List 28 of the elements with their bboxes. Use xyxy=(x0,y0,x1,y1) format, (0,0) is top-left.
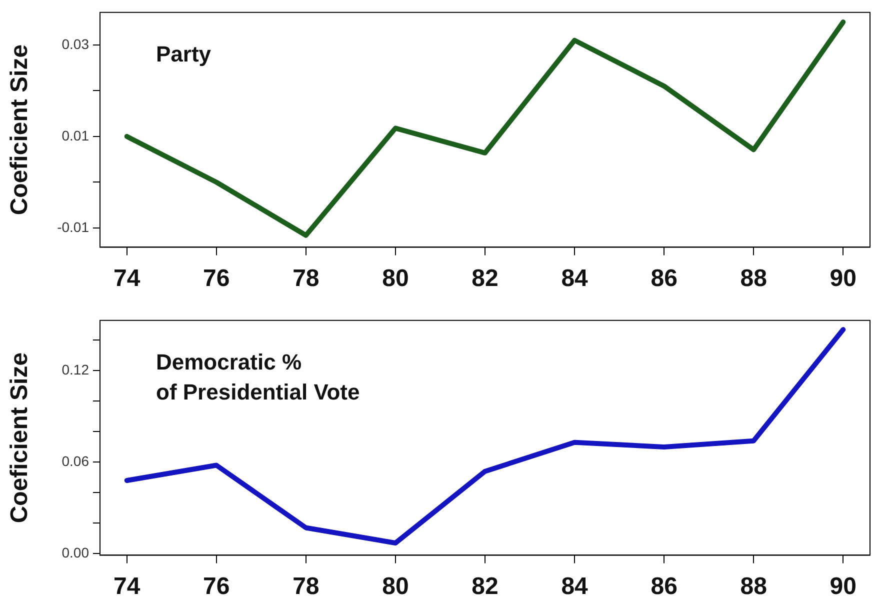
x-tick-label: 80 xyxy=(382,265,409,292)
y-tick-label: -0.01 xyxy=(57,218,90,235)
x-tick-label: 84 xyxy=(561,265,589,292)
x-tick-label: 82 xyxy=(472,573,498,600)
x-tick-label: 78 xyxy=(292,265,320,292)
annotation: Party xyxy=(156,41,212,66)
x-tick-label: 84 xyxy=(561,573,589,600)
x-tick-label: 90 xyxy=(830,573,856,600)
y-tick-label: 0.01 xyxy=(62,127,90,144)
x-tick-label: 76 xyxy=(203,573,230,600)
y-tick-label: 0.00 xyxy=(62,544,90,561)
x-tick-label: 78 xyxy=(292,573,320,600)
y-axis-title: Coeficient Size xyxy=(6,44,34,216)
annotation: Democratic % of Presidential Vote xyxy=(156,349,360,404)
x-tick-label: 90 xyxy=(830,265,856,292)
x-tick-label: 86 xyxy=(650,573,678,600)
x-tick-label: 86 xyxy=(650,265,678,292)
x-tick-label: 74 xyxy=(114,265,141,292)
y-tick-label: 0.12 xyxy=(62,362,90,378)
x-tick-label: 74 xyxy=(114,573,141,600)
x-tick-label: 76 xyxy=(203,265,230,292)
y-tick-label: 0.03 xyxy=(62,36,90,52)
y-axis-title: Coeficient Size xyxy=(6,352,34,524)
x-tick-label: 88 xyxy=(740,265,767,292)
y-tick-label: 0.06 xyxy=(62,453,90,470)
x-tick-label: 80 xyxy=(382,573,409,600)
x-tick-label: 88 xyxy=(740,573,767,600)
x-tick-label: 82 xyxy=(472,265,498,292)
